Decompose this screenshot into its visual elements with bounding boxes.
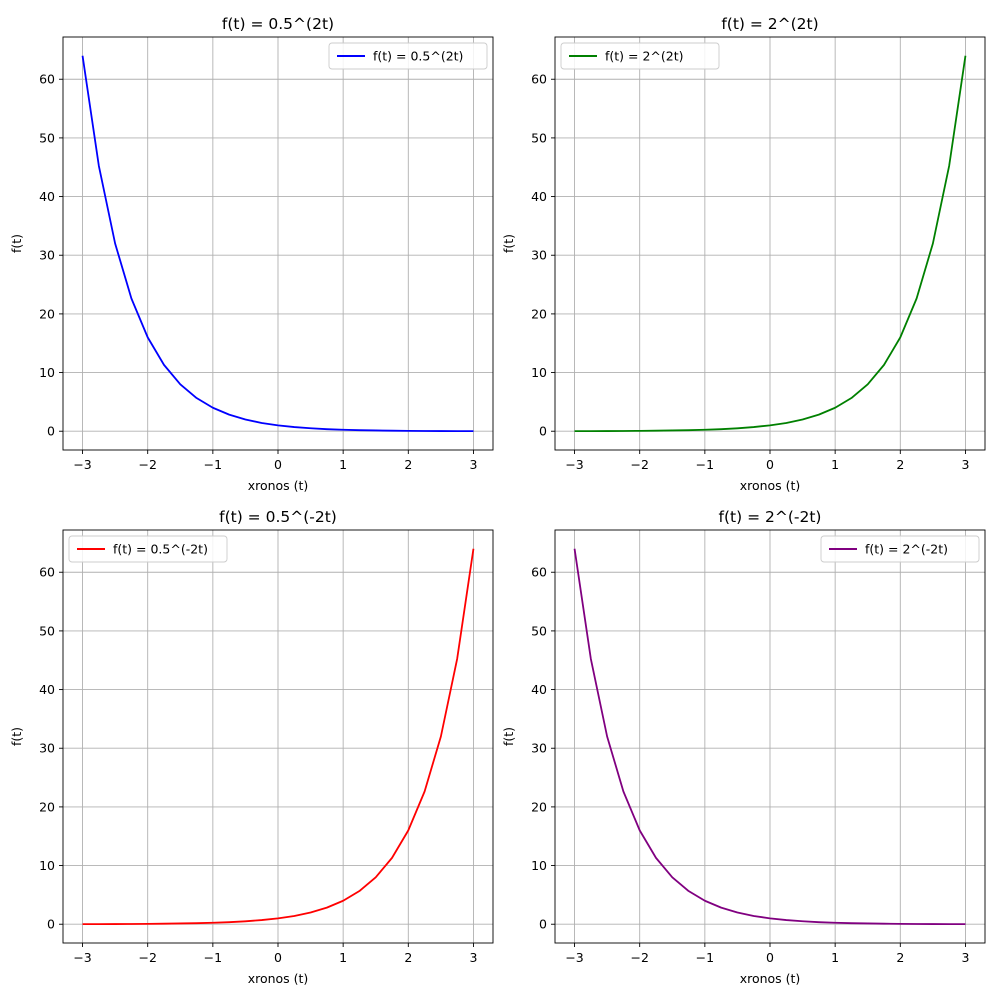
x-tick-label: −3: [565, 457, 583, 472]
y-axis-label: f(t): [9, 727, 24, 746]
x-axis-label: xronos (t): [248, 478, 309, 493]
y-tick-label: 10: [39, 365, 55, 380]
y-tick-label: 60: [531, 565, 547, 580]
x-axis-label: xronos (t): [740, 478, 801, 493]
y-tick-label: 30: [531, 248, 547, 263]
x-axis-label: xronos (t): [248, 971, 309, 986]
series-line-1: [574, 55, 967, 433]
x-tick-label: 0: [274, 950, 282, 965]
y-tick-label: 60: [39, 565, 55, 580]
series-line-1: [573, 548, 966, 926]
x-tick-label: 0: [274, 457, 282, 472]
x-tick-label: 3: [469, 950, 477, 965]
x-tick-label: 0: [766, 457, 774, 472]
series-line-1: [82, 548, 475, 926]
legend: f(t) = 2^(2t): [560, 42, 720, 70]
x-tick-label: 1: [831, 457, 839, 472]
x-tick-label: −3: [73, 457, 91, 472]
y-tick-label: 20: [39, 799, 55, 814]
y-tick-label: 50: [531, 623, 547, 638]
y-axis-label: f(t): [9, 234, 24, 253]
legend-box: [820, 535, 980, 563]
legend: f(t) = 0.5^(2t): [328, 42, 488, 70]
y-tick-label: 10: [531, 365, 547, 380]
x-tick-label: −3: [565, 950, 583, 965]
y-tick-label: 0: [47, 424, 55, 439]
legend-entry: f(t) = 2^(-2t): [865, 542, 948, 557]
legend-entry: f(t) = 0.5^(2t): [373, 49, 463, 64]
x-tick-label: 3: [961, 950, 969, 965]
legend: f(t) = 2^(-2t): [820, 535, 980, 563]
legend: f(t) = 0.5^(-2t): [68, 535, 228, 563]
x-tick-label: −2: [630, 457, 648, 472]
x-tick-label: 3: [961, 457, 969, 472]
y-axis-label: f(t): [501, 727, 516, 746]
x-tick-label: −2: [630, 950, 648, 965]
chart-title: f(t) = 2^(-2t): [719, 508, 822, 526]
y-tick-label: 20: [531, 799, 547, 814]
legend-entry: f(t) = 2^(2t): [605, 49, 684, 64]
y-tick-label: 0: [539, 917, 547, 932]
x-tick-label: 2: [404, 457, 412, 472]
x-tick-label: 1: [339, 457, 347, 472]
x-tick-label: −2: [138, 457, 156, 472]
x-tick-label: 2: [896, 457, 904, 472]
x-tick-label: −1: [696, 457, 714, 472]
x-tick-label: −3: [73, 950, 91, 965]
legend-entry: f(t) = 0.5^(-2t): [113, 542, 208, 557]
x-tick-label: 2: [896, 950, 904, 965]
x-tick-label: −1: [204, 950, 222, 965]
x-tick-label: 1: [831, 950, 839, 965]
x-tick-label: −1: [204, 457, 222, 472]
legend-box: [328, 42, 488, 70]
y-tick-label: 30: [39, 741, 55, 756]
x-axis-label: xronos (t): [740, 971, 801, 986]
y-tick-label: 20: [39, 306, 55, 321]
y-tick-label: 50: [39, 623, 55, 638]
y-tick-label: 40: [39, 682, 55, 697]
legend-box: [68, 535, 228, 563]
chart-title: f(t) = 0.5^(2t): [222, 15, 334, 33]
y-tick-label: 0: [47, 917, 55, 932]
y-tick-label: 50: [39, 130, 55, 145]
chart-title: f(t) = 0.5^(-2t): [219, 508, 337, 526]
y-tick-label: 40: [531, 189, 547, 204]
y-axis-label: f(t): [501, 234, 516, 253]
legend-box: [560, 42, 720, 70]
x-tick-label: 3: [469, 457, 477, 472]
x-tick-label: −2: [138, 950, 156, 965]
x-tick-label: 0: [766, 950, 774, 965]
y-tick-label: 10: [531, 858, 547, 873]
series-line-1: [81, 55, 474, 433]
chart-title: f(t) = 2^(2t): [721, 15, 818, 33]
y-tick-label: 40: [39, 189, 55, 204]
y-tick-label: 50: [531, 130, 547, 145]
x-tick-label: −1: [696, 950, 714, 965]
y-tick-label: 30: [531, 741, 547, 756]
y-tick-label: 10: [39, 858, 55, 873]
x-tick-label: 1: [339, 950, 347, 965]
y-tick-label: 40: [531, 682, 547, 697]
y-tick-label: 60: [531, 72, 547, 87]
x-tick-label: 2: [404, 950, 412, 965]
y-tick-label: 60: [39, 72, 55, 87]
y-tick-label: 0: [539, 424, 547, 439]
y-tick-label: 20: [531, 306, 547, 321]
y-tick-label: 30: [39, 248, 55, 263]
